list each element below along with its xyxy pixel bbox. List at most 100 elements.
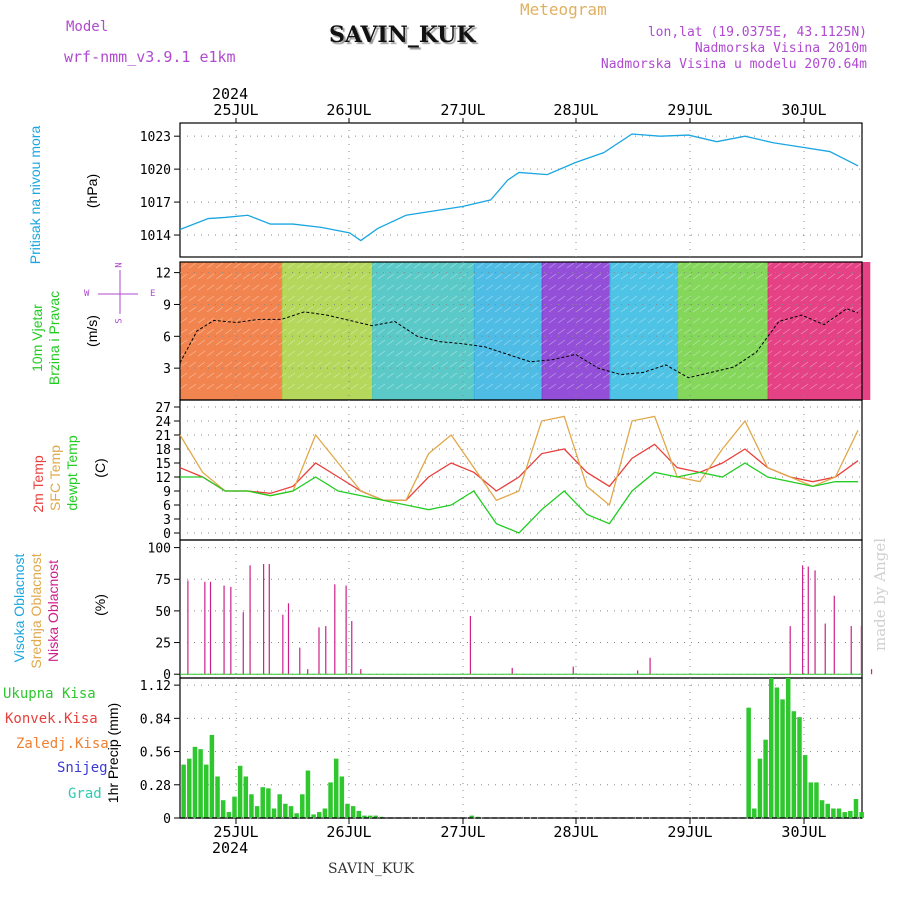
wind-barb (710, 306, 719, 313)
wind-barb (494, 284, 503, 291)
precip-bar (339, 776, 345, 818)
wind-barb (314, 328, 323, 335)
wind-barb (305, 295, 314, 302)
wind-barb (503, 383, 512, 390)
precip-bar (780, 699, 785, 818)
day-label-bottom: 25JUL (213, 823, 258, 841)
wind-barb (350, 317, 359, 324)
wind-barb (458, 372, 467, 379)
wind-barb (548, 317, 557, 324)
wind-barb (548, 262, 557, 269)
wind-barb (764, 328, 773, 335)
wind-barb (260, 317, 269, 324)
precip-bar (311, 814, 316, 818)
precip-bar (808, 782, 814, 818)
meteogram-label: Meteogram (520, 0, 607, 19)
wind-barb (386, 328, 395, 335)
wind-barb (638, 306, 647, 313)
wind-barb (656, 295, 665, 302)
wind-barb (368, 339, 377, 346)
wind-barb (323, 295, 332, 302)
wind-barb (476, 339, 485, 346)
wind-barb (674, 361, 683, 368)
wind-barb (458, 361, 467, 368)
wind-barb (701, 328, 710, 335)
wind-barb (683, 284, 692, 291)
wind-barb (629, 328, 638, 335)
wind-panel: 3 6 9 12 (155, 261, 871, 401)
wind-barb (422, 317, 431, 324)
compass-west: W (84, 289, 90, 299)
wind-barb (629, 350, 638, 357)
wind-barb (341, 284, 350, 291)
wind-barb (539, 317, 548, 324)
wind-barb (611, 350, 620, 357)
wind-barb (593, 273, 602, 280)
wind-barb (224, 383, 233, 390)
wind-barb (674, 383, 683, 390)
wind-barb (242, 361, 251, 368)
wind-barb (737, 295, 746, 302)
wind-barb (557, 350, 566, 357)
wind-barb (233, 339, 242, 346)
wind-barb (827, 383, 836, 390)
wind-barb (206, 350, 215, 357)
y-tick-label: 18 (155, 443, 171, 458)
wind-barb (629, 361, 638, 368)
wind-barb (773, 361, 782, 368)
wind-barb (827, 372, 836, 379)
wind-barb (575, 339, 584, 346)
wind-barb (206, 317, 215, 324)
wind-barb (305, 317, 314, 324)
wind-barb (575, 361, 584, 368)
y-tick-label: 9 (163, 298, 171, 313)
wind-barb (836, 284, 845, 291)
wind-barb (710, 339, 719, 346)
day-label-bottom: 30JUL (781, 823, 826, 841)
precip-bar (232, 796, 237, 818)
wind-barb (800, 295, 809, 302)
wind-barb (512, 295, 521, 302)
wind-barb (503, 284, 512, 291)
wind-barb (179, 295, 188, 302)
day-label-top: 29JUL (667, 101, 712, 119)
wind-barb (179, 317, 188, 324)
wind-barb (467, 273, 476, 280)
wind-barb (593, 339, 602, 346)
wind-barb (746, 262, 755, 269)
wind-barb (701, 295, 710, 302)
wind-barb (602, 361, 611, 368)
wind-barb (197, 273, 206, 280)
wind-barb-band (372, 262, 475, 400)
wind-barb (323, 262, 332, 269)
wind-barb (557, 361, 566, 368)
wind-barb (404, 273, 413, 280)
wind-barb (449, 306, 458, 313)
wind-barb (188, 383, 197, 390)
wind-barb (404, 295, 413, 302)
wind-barb (602, 350, 611, 357)
wind-barb (287, 339, 296, 346)
wind-barb (854, 273, 863, 280)
precip-bar (350, 806, 356, 818)
wind-barb (440, 361, 449, 368)
wind-barb (287, 361, 296, 368)
wind-barb (800, 306, 809, 313)
wind-barb (728, 284, 737, 291)
wind-barb (260, 295, 269, 302)
wind-barb (431, 372, 440, 379)
wind-barb (782, 372, 791, 379)
wind-barb (386, 317, 395, 324)
wind-barb (287, 350, 296, 357)
wind-barb (242, 372, 251, 379)
wind-barb (494, 372, 503, 379)
wind-barb (260, 262, 269, 269)
wind-barb (854, 383, 863, 390)
wind-barb (755, 262, 764, 269)
wind-barb (233, 350, 242, 357)
wind-barb (242, 339, 251, 346)
wind-barb (323, 350, 332, 357)
wind-barb-band (473, 262, 543, 400)
wind-barb (233, 273, 242, 280)
wind-barb (179, 339, 188, 346)
